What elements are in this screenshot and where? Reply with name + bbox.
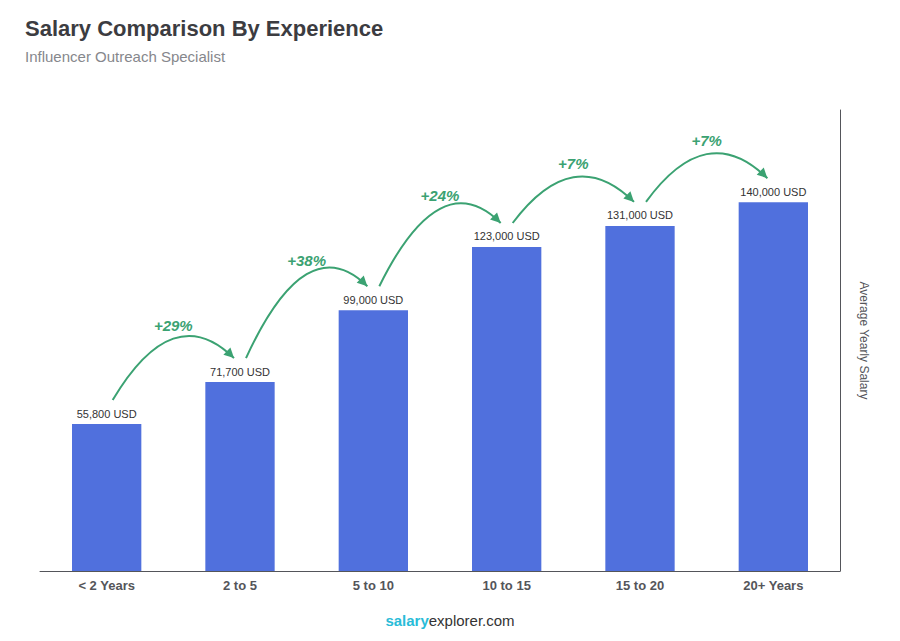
svg-text:131,000 USD: 131,000 USD bbox=[607, 209, 673, 221]
svg-text:explorer.com: explorer.com bbox=[429, 612, 515, 629]
svg-text:salary: salary bbox=[385, 612, 429, 629]
svg-text:Salary Comparison By Experienc: Salary Comparison By Experience bbox=[25, 16, 383, 41]
svg-text:20+ Years: 20+ Years bbox=[743, 578, 803, 593]
svg-text:55,800 USD: 55,800 USD bbox=[77, 408, 137, 420]
svg-text:123,000 USD: 123,000 USD bbox=[474, 230, 540, 242]
svg-text:2 to 5: 2 to 5 bbox=[223, 578, 257, 593]
svg-text:< 2 Years: < 2 Years bbox=[78, 578, 135, 593]
svg-text:140,000 USD: 140,000 USD bbox=[740, 186, 806, 198]
svg-text:+29%: +29% bbox=[154, 317, 193, 334]
svg-text:+24%: +24% bbox=[421, 187, 460, 204]
svg-text:Influencer Outreach Specialist: Influencer Outreach Specialist bbox=[25, 48, 226, 65]
svg-text:5 to 10: 5 to 10 bbox=[353, 578, 394, 593]
svg-text:15 to 20: 15 to 20 bbox=[616, 578, 664, 593]
svg-text:+38%: +38% bbox=[287, 252, 326, 269]
svg-text:+7%: +7% bbox=[691, 132, 721, 149]
svg-text:+7%: +7% bbox=[558, 155, 588, 172]
svg-text:Average Yearly Salary: Average Yearly Salary bbox=[857, 282, 871, 400]
svg-text:71,700 USD: 71,700 USD bbox=[210, 366, 270, 378]
svg-text:99,000 USD: 99,000 USD bbox=[343, 294, 403, 306]
svg-text:10 to 15: 10 to 15 bbox=[482, 578, 530, 593]
